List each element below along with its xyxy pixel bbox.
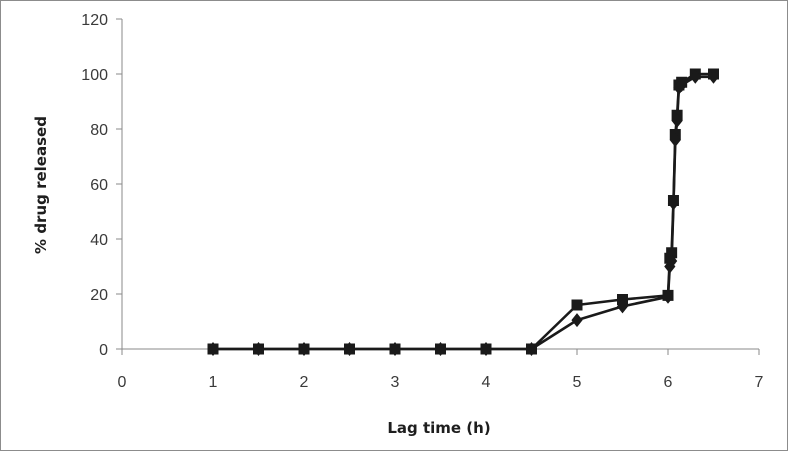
y-tick-label: 100 xyxy=(81,67,108,84)
x-tick-label: 6 xyxy=(664,374,673,391)
y-tick-label: 80 xyxy=(90,122,108,139)
x-axis-title: Lag time (h) xyxy=(387,419,490,437)
data-point-diamond xyxy=(667,196,680,211)
series-line xyxy=(213,75,714,351)
data-point-diamond xyxy=(389,342,401,356)
data-point-diamond xyxy=(207,342,219,356)
x-tick-label: 0 xyxy=(118,374,127,391)
y-tick-label: 0 xyxy=(99,342,108,359)
data-point-diamond xyxy=(707,69,720,84)
x-tick-label: 4 xyxy=(482,374,491,391)
data-point-diamond xyxy=(616,299,629,314)
x-tick-label: 7 xyxy=(755,374,764,391)
data-point-diamond xyxy=(252,342,265,356)
series-line xyxy=(213,72,714,351)
data-point-diamond xyxy=(343,342,356,356)
y-tick-label: 120 xyxy=(81,12,108,29)
data-point-diamond xyxy=(676,78,688,92)
y-axis-title: % drug released xyxy=(32,116,50,254)
data-point-diamond xyxy=(671,113,683,128)
data-point-diamond xyxy=(480,342,492,356)
data-point-diamond xyxy=(666,254,678,268)
x-tick-label: 2 xyxy=(300,374,309,391)
y-tick-label: 40 xyxy=(90,232,108,249)
x-tick-label: 3 xyxy=(391,374,400,391)
x-tick-label: 1 xyxy=(209,374,218,391)
data-point-square xyxy=(571,299,583,311)
y-tick-label: 20 xyxy=(90,287,108,304)
series-1 xyxy=(207,68,719,355)
data-point-diamond xyxy=(689,69,701,84)
data-point-diamond xyxy=(571,313,583,328)
data-point-diamond xyxy=(434,342,447,356)
data-point-diamond xyxy=(662,289,674,304)
data-point-diamond xyxy=(669,133,681,147)
data-point-diamond xyxy=(298,342,310,356)
chart-axes: 0 20 40 60 80 100 120 0 1 2 3 4 5 6 7 xyxy=(81,12,763,391)
y-tick-label: 60 xyxy=(90,177,108,194)
x-tick-label: 5 xyxy=(573,374,582,391)
data-point-diamond xyxy=(525,342,538,356)
series-2 xyxy=(207,69,720,356)
chart-series xyxy=(207,68,720,356)
